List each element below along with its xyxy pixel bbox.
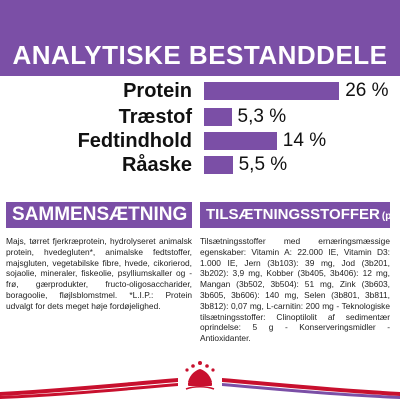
footer [0,352,400,400]
composition-text: Majs, tørret fjerkræprotein, hydrolysere… [6,236,192,311]
analysis-value: 14 % [282,130,327,151]
footer-wave [0,378,400,399]
analysis-title: ANALYTISKE BESTANDDELE [12,40,388,70]
analysis-label: Træstof [118,106,192,128]
analysis-bar [204,82,340,100]
analysis-label: Protein [123,80,192,102]
analysis-value: 5,5 % [238,154,288,175]
analysis-row-raaske: Råaske 5,5 % [0,152,400,178]
analysis-label: Råaske [121,154,192,176]
analysis-row-traestof: Træstof 5,3 % [0,104,400,130]
analysis-bar [204,108,232,126]
analysis-value: 5,3 % [237,106,287,127]
analysis-row-fedtindhold: Fedtindhold 14 % [0,128,400,154]
analysis-bar [204,132,277,150]
analysis-label: Fedtindhold [77,130,192,152]
analysis-bar [204,156,233,174]
composition-title: SAMMENSÆTNING [12,204,188,225]
header-band [0,0,400,76]
additives-text: Tilsætningsstoffer med ernæringsmæssige … [200,236,390,344]
analysis-value: 26 % [345,80,389,101]
additives-title-suffix: (pr. kg) [381,211,390,222]
royal-canin-crown-logo-icon [185,361,215,390]
analysis-row-protein: Protein 26 % [0,78,400,104]
additives-header: TILSÆTNINGSSTOFFER(pr. kg) [200,202,390,228]
composition-header: SAMMENSÆTNING [6,202,192,228]
additives-title: TILSÆTNINGSSTOFFER [206,206,380,223]
